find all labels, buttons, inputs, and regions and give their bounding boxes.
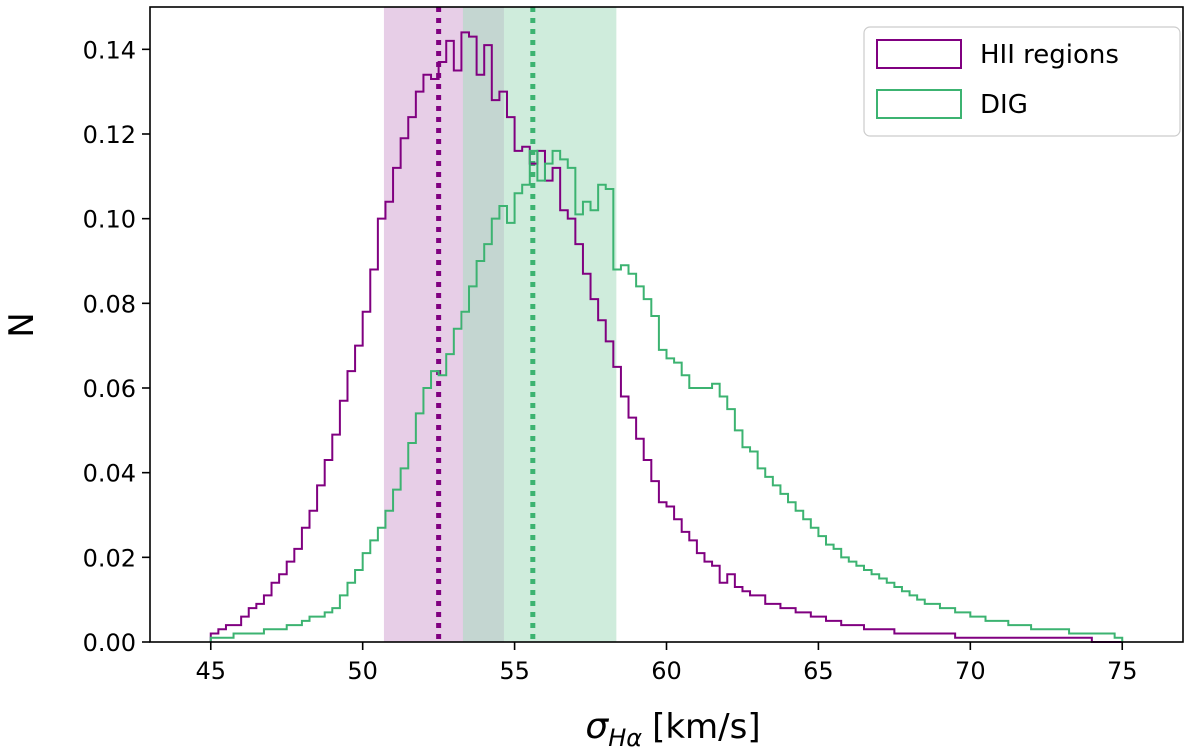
- y-tick-label: 0.02: [83, 544, 136, 572]
- y-tick-label: 0.10: [83, 206, 136, 234]
- y-tick-label: 0.00: [83, 629, 136, 657]
- x-tick-label: 70: [955, 657, 986, 685]
- x-axis-title-subscript: Hα: [608, 724, 642, 748]
- y-tick-label: 0.04: [83, 460, 136, 488]
- x-tick-label: 65: [803, 657, 834, 685]
- x-tick-label: 45: [195, 657, 226, 685]
- histogram-steps: [209, 31, 1124, 643]
- band-dig: [462, 7, 617, 642]
- x-axis-title: σHα [km/s]: [585, 706, 760, 748]
- histogram-hii: [209, 31, 1123, 643]
- x-axis-title-symbol: σ: [585, 706, 609, 747]
- y-tick-label: 0.08: [83, 290, 136, 318]
- legend-swatch-hii: [876, 39, 962, 69]
- x-tick-label: 75: [1107, 657, 1138, 685]
- legend-swatch-dig: [876, 89, 962, 119]
- legend-box: [863, 26, 1181, 137]
- legend-item-dig: DIG: [876, 89, 1028, 120]
- legend-item-hii: HII regions: [876, 39, 1119, 70]
- y-tick-label: 0.12: [83, 121, 136, 149]
- y-axis-ticks: 0.00 0.02 0.04 0.06 0.08 0.10 0.12 0.14: [83, 36, 150, 657]
- x-axis-title-units: [km/s]: [652, 707, 761, 747]
- legend-label-hii: HII regions: [980, 40, 1119, 70]
- legend-label-dig: DIG: [980, 90, 1028, 120]
- y-tick-label: 0.06: [83, 375, 136, 403]
- legend: HII regions DIG: [863, 26, 1181, 137]
- x-tick-label: 60: [651, 657, 682, 685]
- x-axis-ticks: 45 50 55 60 65 70 75: [195, 642, 1138, 685]
- x-tick-label: 50: [347, 657, 378, 685]
- median-lines: [436, 7, 536, 642]
- y-axis-title: N: [2, 312, 42, 337]
- shaded-bands: [383, 7, 617, 642]
- x-tick-label: 55: [499, 657, 530, 685]
- y-tick-label: 0.14: [83, 36, 136, 64]
- histogram-dig: [209, 149, 1124, 642]
